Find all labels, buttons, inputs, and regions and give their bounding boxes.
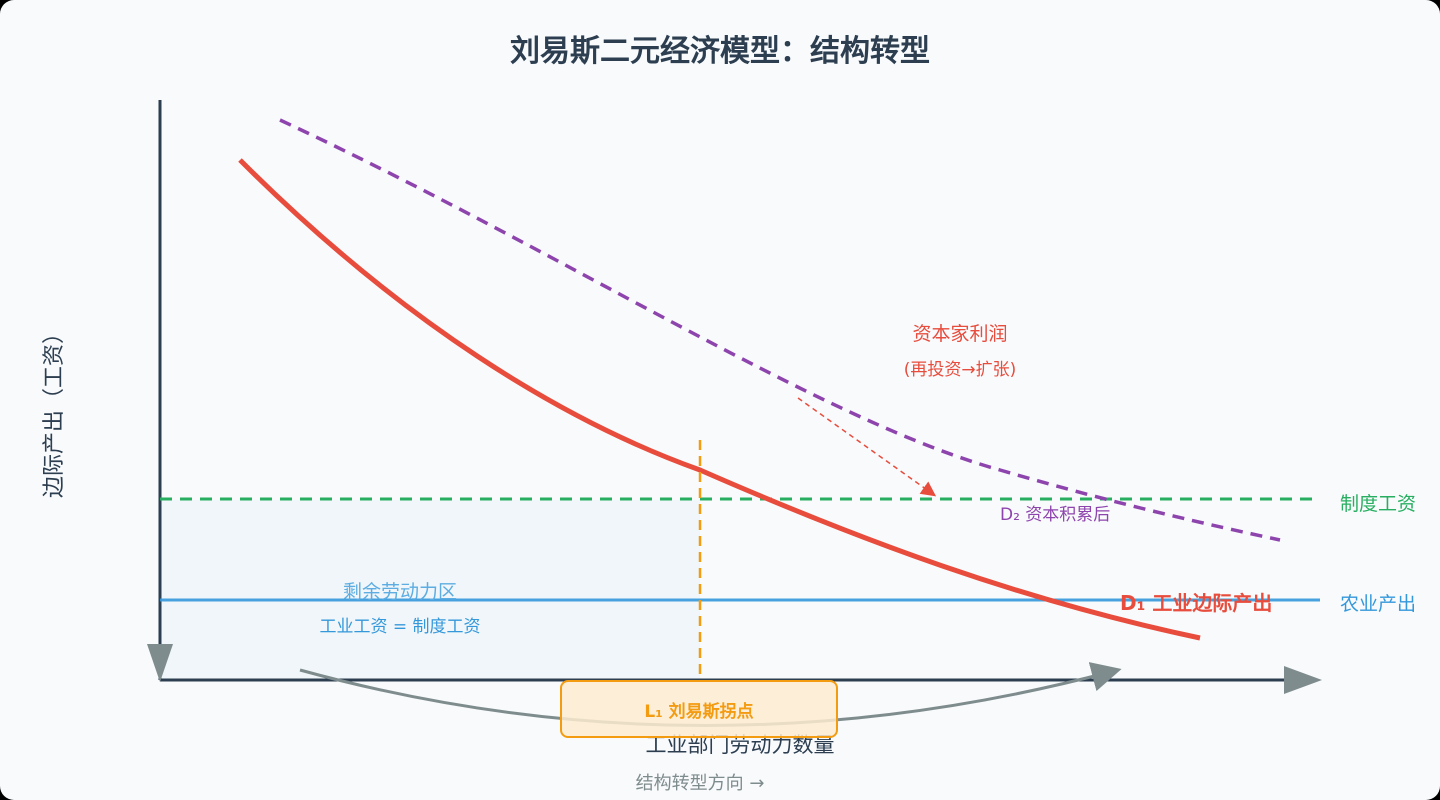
surplus-zone-sub-label: 工业工资 = 制度工资 [319,617,480,637]
surplus-labor-zone [160,500,700,680]
institutional-wage-label: 制度工资 [1340,493,1416,515]
d1-label: D₁ 工业边际产出 [1120,591,1272,615]
y-axis-arrowhead [147,644,173,682]
surplus-zone-label: 剩余劳动力区 [343,581,457,603]
transform-direction-label: 结构转型方向 → [636,773,765,794]
profit-sub-label: (再投资→扩张) [904,360,1017,380]
d2-label: D₂ 资本积累后 [1000,505,1110,525]
profit-pointer-arrow [797,397,937,497]
lewis-point-box: L₁ 刘易斯拐点 [560,680,838,738]
lewis-point-label: L₁ 刘易斯拐点 [644,701,754,722]
d2-curve [279,118,1281,542]
page-title: 刘易斯二元经济模型：结构转型 [510,34,930,69]
profit-label: 资本家利润 [912,323,1007,345]
agri-output-label: 农业产出 [1340,593,1416,615]
x-axis-arrowhead [1284,666,1322,694]
d1-curve [238,158,1201,641]
